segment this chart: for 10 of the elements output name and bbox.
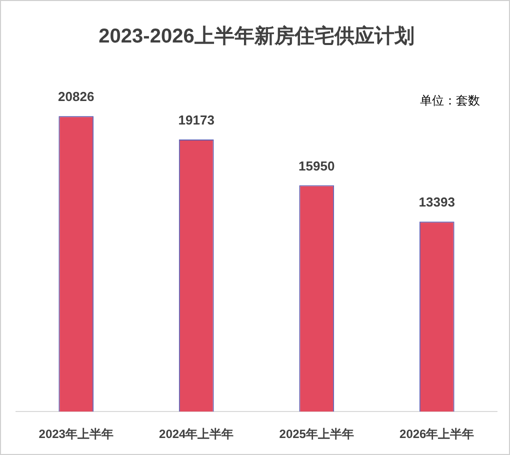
data-label: 20826 <box>58 89 94 104</box>
data-label: 13393 <box>418 194 455 210</box>
data-label: 19173 <box>178 112 214 128</box>
x-tick-label: 2026年上半年 <box>400 427 474 442</box>
x-tick-label: 2023年上半年 <box>38 427 114 442</box>
text: 单位：套数 <box>420 93 480 108</box>
data-label: 15950 <box>298 158 335 174</box>
chart-title: 2023-2026上半年新房住宅供应计划 <box>98 24 414 48</box>
x-tick-label: 2025年上半年 <box>279 427 354 442</box>
x-tick-label: 2024年上半年 <box>159 427 234 442</box>
